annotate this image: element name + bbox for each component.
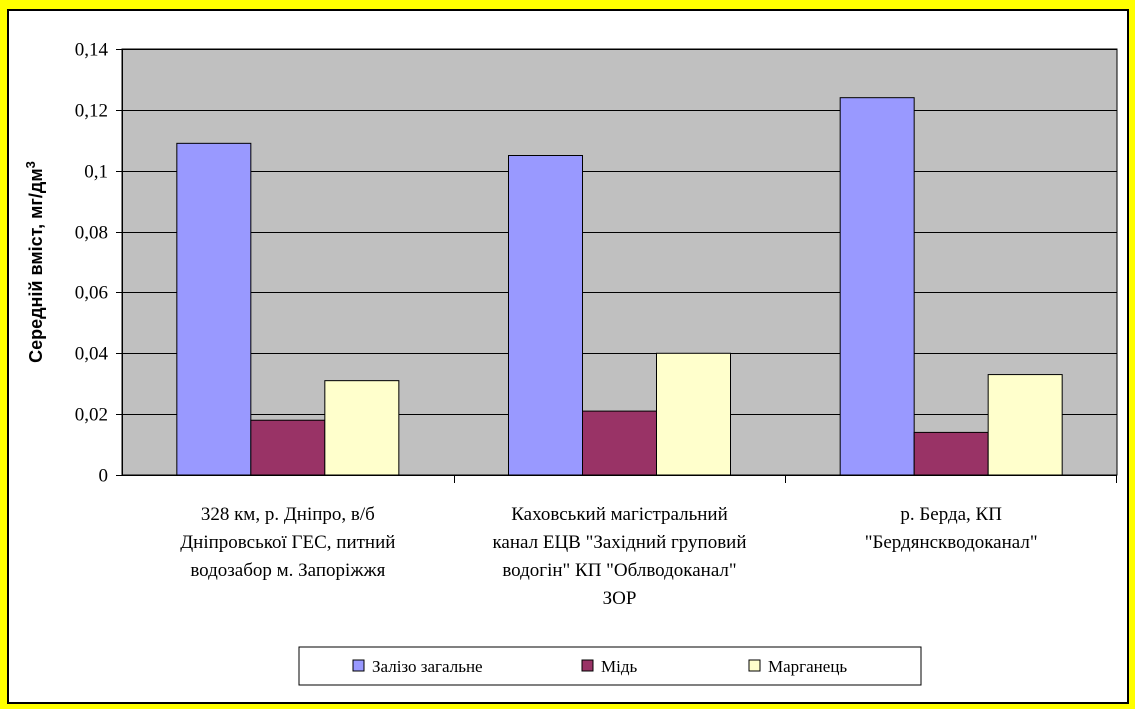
x-category-label: "Бердянскводоканал" [865,532,1038,553]
y-axis-label: Середній вміст, мг/дм3 [23,161,46,363]
y-tick-label: 0,08 [75,223,108,244]
plot-background [121,48,1118,476]
chart-area: 0 0,02 0,04 0,06 0,08 0,1 0,12 0,14 328 км, р. Д… [7,9,1129,704]
legend-swatch [352,659,365,672]
bar-0-0 [176,142,252,476]
legend-box [298,646,922,686]
legend-label: Марганець [768,657,847,676]
x-category-label: водогін" КП "Облводоканал" [502,560,736,581]
y-tick-label: 0 [99,466,109,487]
bar-2-2 [987,374,1063,476]
bar-1-2 [913,431,989,476]
bar-1-1 [582,410,657,476]
x-category-label: Дніпровської ГЕС, питний [180,532,395,553]
bar-2-1 [656,352,731,476]
bar-2-0 [324,380,400,476]
legend-label: Мідь [601,657,637,676]
x-category-label: 328 км, р. Дніпро, в/б [201,504,375,525]
y-tick-label: 0,02 [75,405,108,426]
y-tick-label: 0,1 [84,162,108,183]
bar-1-0 [250,419,326,476]
y-axis-label-superscript: 3 [23,161,38,168]
bar-0-2 [839,97,915,476]
legend-label: Залізо загальне [372,657,483,676]
bar-chart: 0 0,02 0,04 0,06 0,08 0,1 0,12 0,14 328 км, р. Д… [23,40,1118,686]
x-category-label: Каховський магістральний [511,504,728,525]
legend-swatch [581,659,594,672]
bar-0-1 [508,155,583,476]
y-tick-label: 0,14 [75,40,109,61]
x-category-label: р. Берда, КП [900,504,1002,525]
x-category-label: ЗОР [603,588,637,609]
y-tick-label: 0,12 [75,101,108,122]
x-category-label: канал ЕЦВ "Західний груповий [492,532,746,553]
y-tick-label: 0,06 [75,283,108,304]
legend-swatch [748,659,761,672]
x-category-label: водозабор м. Запоріжжя [190,560,385,581]
y-tick-label: 0,04 [75,344,109,365]
